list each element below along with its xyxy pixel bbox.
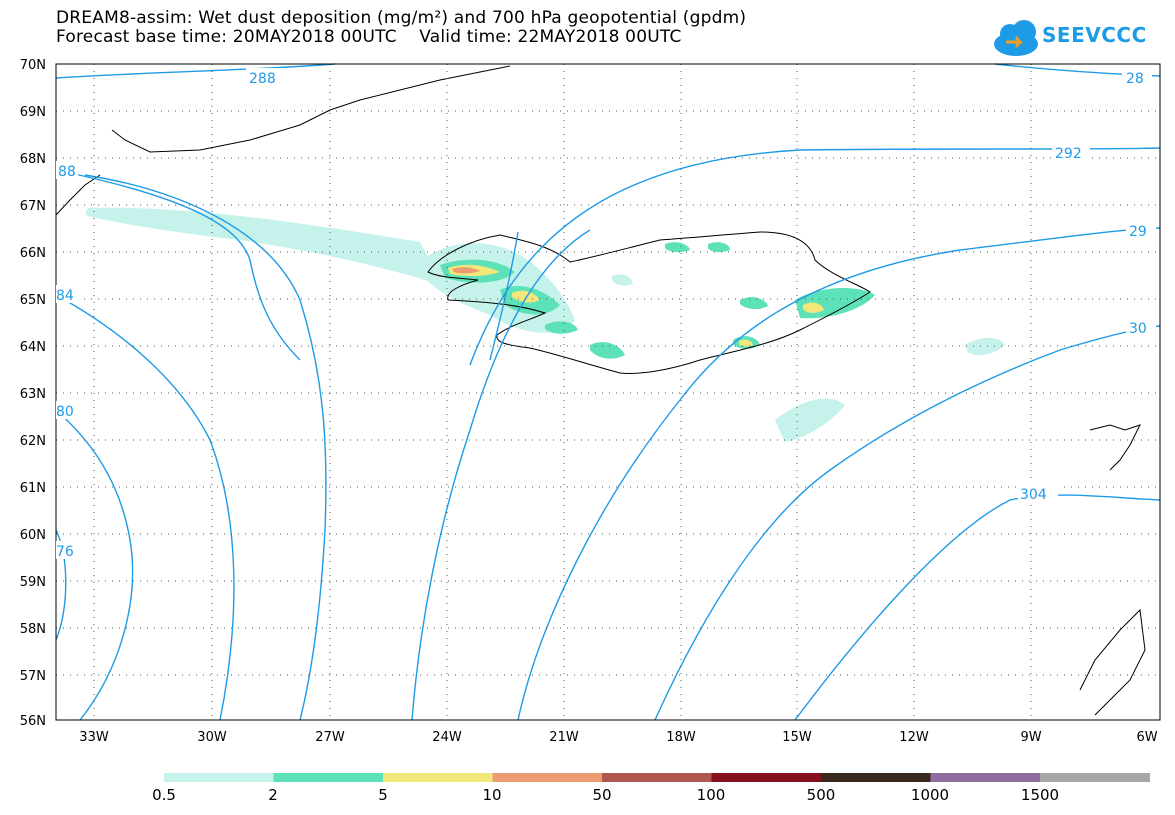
- lat-label: 66N: [20, 246, 46, 261]
- lat-label: 58N: [20, 622, 46, 637]
- lon-label: 30W: [197, 730, 227, 745]
- contour-labels: 288 28 292 29 88 84 80 30 76 304: [56, 68, 1156, 560]
- lat-label: 61N: [20, 481, 46, 496]
- coastline-layer: [55, 65, 1146, 716]
- lat-label: 67N: [20, 199, 46, 214]
- contour-label: 29: [1129, 224, 1147, 240]
- contour-label: 76: [56, 544, 74, 560]
- lat-label: 69N: [20, 105, 46, 120]
- seevccc-logo: [994, 20, 1038, 56]
- lon-label: 15W: [782, 730, 812, 745]
- logo-text: SEEVCCC: [1042, 23, 1147, 47]
- contour-label: 292: [1055, 146, 1082, 162]
- legend-label: 10: [482, 786, 502, 804]
- dust-deposition-layer: [85, 207, 1005, 442]
- lon-label: 21W: [549, 730, 579, 745]
- lat-label: 62N: [20, 434, 46, 449]
- lat-label: 70N: [20, 58, 46, 73]
- legend-swatch: [821, 773, 931, 782]
- contour-label: 80: [56, 404, 74, 420]
- lon-label: 9W: [1020, 730, 1041, 745]
- latitude-labels: 70N 69N 68N 67N 66N 65N 64N 63N 62N 61N …: [20, 58, 46, 729]
- contour-label: 88: [58, 164, 76, 180]
- lon-label: 27W: [315, 730, 345, 745]
- legend-swatch: [930, 773, 1041, 782]
- lat-label: 68N: [20, 152, 46, 167]
- lat-label: 60N: [20, 528, 46, 543]
- legend-swatch: [602, 773, 712, 782]
- legend-label: 1000: [910, 786, 950, 804]
- lat-label: 56N: [20, 714, 46, 729]
- legend-label: 5: [378, 786, 388, 804]
- legend-label: 1500: [1020, 786, 1060, 804]
- legend-label: 50: [592, 786, 612, 804]
- legend-swatch: [711, 773, 822, 782]
- contour-label: 28: [1126, 71, 1144, 87]
- legend-swatch: [164, 773, 274, 782]
- map-subtitle: Forecast base time: 20MAY2018 00UTC Vali…: [56, 27, 682, 47]
- lon-label: 24W: [432, 730, 462, 745]
- contour-label: 30: [1129, 321, 1147, 337]
- legend-label: 500: [806, 786, 836, 804]
- legend-swatch: [492, 773, 603, 782]
- lon-label: 12W: [899, 730, 929, 745]
- lat-label: 65N: [20, 293, 46, 308]
- map-frame: [55, 63, 1161, 721]
- geopotential-contours: [55, 63, 1161, 721]
- cloud-arrow-icon: [994, 20, 1038, 56]
- legend-swatch: [273, 773, 384, 782]
- graticule: [56, 64, 1160, 720]
- legend-label: 2: [268, 786, 278, 804]
- longitude-labels: 33W 30W 27W 24W 21W 18W 15W 12W 9W 6W: [79, 730, 1157, 745]
- lat-label: 63N: [20, 387, 46, 402]
- legend-swatch: [1040, 773, 1150, 782]
- lon-label: 6W: [1136, 730, 1157, 745]
- lat-label: 64N: [20, 340, 46, 355]
- legend-colorbar: [164, 773, 1150, 782]
- legend-label: 0.5: [152, 786, 176, 804]
- contour-label: 304: [1020, 487, 1047, 503]
- contour-label: 84: [56, 288, 74, 304]
- contour-label: 288: [249, 71, 276, 87]
- lat-label: 57N: [20, 669, 46, 684]
- lat-label: 59N: [20, 575, 46, 590]
- lon-label: 33W: [79, 730, 109, 745]
- legend-swatch: [383, 773, 493, 782]
- map-title: DREAM8-assim: Wet dust deposition (mg/m²…: [56, 8, 747, 28]
- lon-label: 18W: [666, 730, 696, 745]
- legend-label: 100: [696, 786, 726, 804]
